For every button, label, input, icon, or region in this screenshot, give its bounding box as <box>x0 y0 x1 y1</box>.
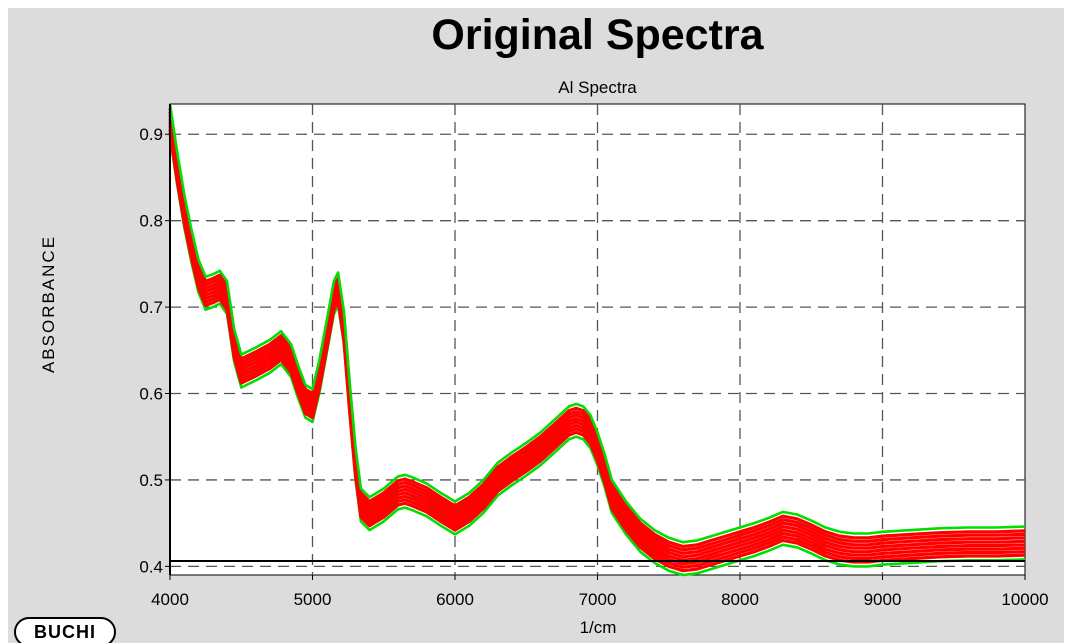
spectrum-line <box>168 108 1026 549</box>
spectrum-line <box>168 114 1026 555</box>
spectrum-line-outer <box>168 103 1026 544</box>
spectrum-line <box>168 125 1026 566</box>
x-tick-label: 8000 <box>721 590 759 609</box>
buchi-logo: BUCHI <box>14 617 116 643</box>
spectrum-line <box>168 111 1026 552</box>
y-tick-label: 0.9 <box>139 125 163 144</box>
spectrum-line <box>168 128 1026 569</box>
y-tick-label: 0.4 <box>139 557 163 576</box>
spectrum-line <box>168 121 1026 562</box>
x-tick-label: 9000 <box>864 590 902 609</box>
grid-layer <box>170 104 1025 575</box>
x-tick-label: 10000 <box>1001 590 1048 609</box>
y-tick-label: 0.8 <box>139 212 163 231</box>
y-tick-label: 0.7 <box>139 298 163 317</box>
y-axis-label: ABSORBANCE <box>39 235 58 373</box>
x-tick-label: 4000 <box>151 590 189 609</box>
x-tick-label: 5000 <box>294 590 332 609</box>
y-tick-labels: 0.4 0.5 0.6 0.7 0.8 0.9 <box>139 125 170 576</box>
spectrum-line-outer <box>168 136 1026 577</box>
chart-title: Original Spectra <box>431 11 764 59</box>
chart-subtitle: Al Spectra <box>558 78 637 97</box>
x-tick-label: 6000 <box>436 590 474 609</box>
y-tick-label: 0.6 <box>139 385 163 404</box>
spectra-series-group <box>168 103 1026 577</box>
y-tick-label: 0.5 <box>139 471 163 490</box>
spectrum-line <box>168 118 1026 559</box>
spectrum-line <box>168 132 1026 573</box>
x-axis-label: 1/cm <box>580 618 617 637</box>
x-tick-labels: 4000 5000 6000 7000 8000 9000 10000 <box>151 575 1049 609</box>
x-tick-label: 7000 <box>579 590 617 609</box>
